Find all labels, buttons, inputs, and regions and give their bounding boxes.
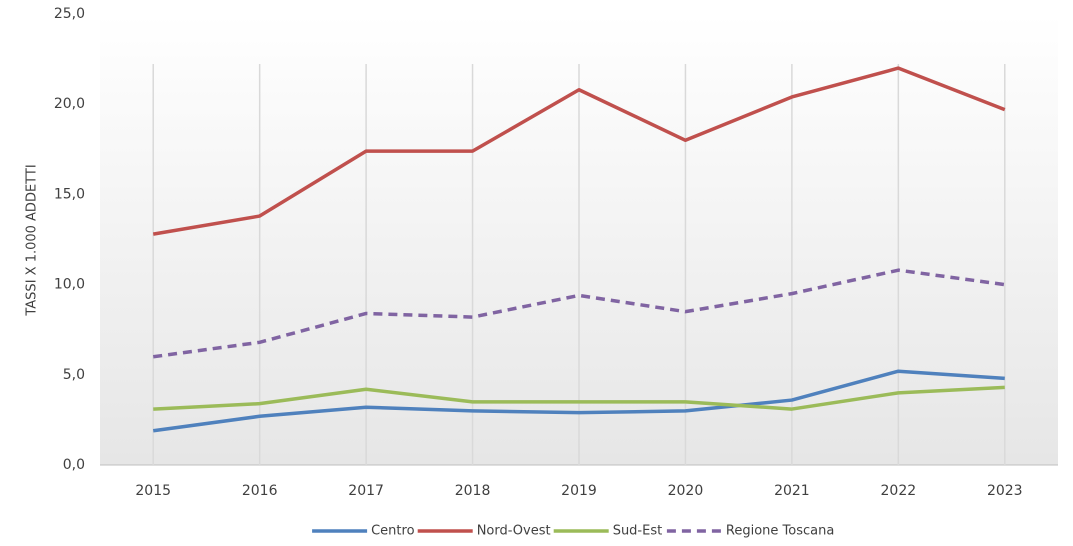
y-axis-label: TASSI X 1.000 ADDETTI	[25, 164, 40, 316]
x-tick-label: 2020	[668, 483, 704, 499]
x-tick-label: 2016	[242, 483, 278, 499]
legend-label: Nord-Ovest	[477, 524, 551, 539]
y-tick-label: 15,0	[54, 186, 85, 202]
y-tick-label: 10,0	[54, 277, 85, 293]
x-tick-label: 2023	[987, 483, 1023, 499]
series-line	[153, 385, 1005, 411]
x-tick-label: 2017	[348, 483, 384, 499]
legend-label: Centro	[371, 524, 414, 539]
x-tick-label: 2021	[774, 483, 810, 499]
x-tick-label: 2018	[455, 483, 491, 499]
y-tick-label: 25,0	[54, 6, 85, 22]
x-tick-label: 2015	[135, 483, 171, 499]
y-tick-label: 20,0	[54, 96, 85, 112]
series-line	[152, 369, 1005, 433]
series-line	[152, 66, 1006, 236]
y-tick-label: 0,0	[63, 457, 85, 473]
x-tick-label: 2022	[881, 483, 917, 499]
y-tick-label: 5,0	[63, 367, 85, 383]
legend-label: Sud-Est	[613, 524, 663, 539]
legend-label: Regione Toscana	[726, 524, 834, 539]
x-tick-label: 2019	[561, 483, 597, 499]
series-line	[152, 268, 1006, 359]
